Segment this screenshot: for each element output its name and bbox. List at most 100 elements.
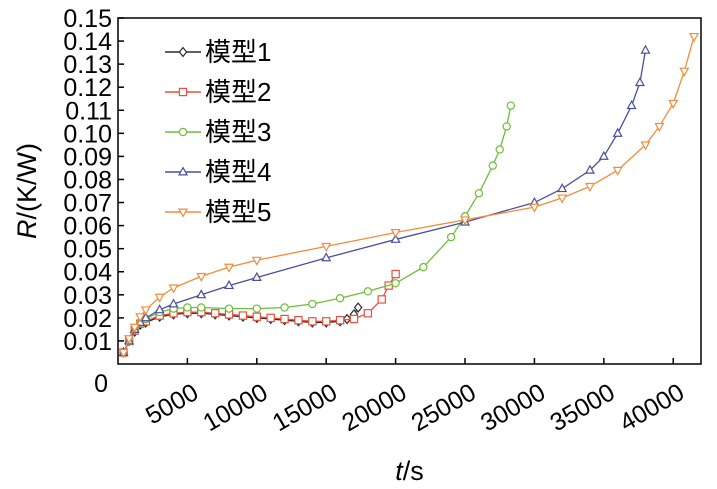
data-point <box>251 271 262 281</box>
series-line <box>122 105 512 353</box>
series-3 <box>119 101 516 357</box>
y-tick-label: 0.11 <box>65 97 112 125</box>
data-point <box>252 312 262 321</box>
axis-ticks <box>118 17 674 364</box>
data-point <box>308 317 317 326</box>
data-point <box>488 161 497 170</box>
x-tick-label: 20000 <box>337 378 411 437</box>
y-tick-label: 0.01 <box>63 328 112 356</box>
plot-frame <box>117 17 702 365</box>
y-tick-label: 0.15 <box>63 5 112 33</box>
legend-item: 模型2 <box>165 77 271 107</box>
data-point <box>140 306 151 316</box>
legend-label: 模型2 <box>205 77 271 107</box>
data-point <box>280 303 289 312</box>
y-tick-label: 0.03 <box>63 282 112 310</box>
data-point <box>363 309 373 318</box>
data-point <box>266 313 275 323</box>
legend-marker <box>177 208 189 218</box>
data-point <box>252 304 262 313</box>
origin-tick-label: 0 <box>94 370 108 398</box>
legend: 模型1 模型2 模型3 模型4 模型5 <box>165 37 271 227</box>
data-point <box>391 279 400 288</box>
data-point <box>251 256 262 266</box>
data-point <box>183 303 192 312</box>
data-point <box>506 101 516 110</box>
data-point <box>168 298 179 308</box>
legend-label: 模型1 <box>205 37 271 67</box>
data-point <box>224 263 235 273</box>
data-point <box>502 122 511 131</box>
y-axis-title-symbol: R <box>12 219 42 239</box>
data-point <box>584 164 595 174</box>
series-5 <box>118 32 700 359</box>
y-tick-label: 0.02 <box>63 305 112 333</box>
data-point <box>640 44 651 54</box>
x-axis-title-unit: /s <box>403 456 424 486</box>
data-point <box>168 284 179 294</box>
data-point <box>196 272 207 282</box>
data-point <box>390 229 401 239</box>
data-point <box>679 67 690 77</box>
data-point <box>294 315 303 325</box>
data-point <box>598 150 609 160</box>
data-point <box>224 279 235 290</box>
legend-item: 模型5 <box>165 197 271 227</box>
y-tick-label: 0.14 <box>63 28 112 56</box>
x-tick-label: 30000 <box>476 378 550 437</box>
y-tick-label: 0.12 <box>63 74 112 102</box>
data-point <box>668 99 679 109</box>
data-point <box>118 348 129 359</box>
y-tick-label: 0.05 <box>63 236 112 264</box>
legend-item: 模型1 <box>165 37 271 67</box>
x-tick-label: 35000 <box>545 378 619 437</box>
x-tick-label: 15000 <box>268 378 342 437</box>
data-point <box>321 242 332 253</box>
legend-marker <box>178 87 188 97</box>
data-point <box>196 289 207 299</box>
data-point <box>689 32 700 43</box>
legend-label: 模型4 <box>205 157 271 187</box>
data-point <box>584 182 595 193</box>
data-point <box>238 311 248 320</box>
axis-tick-labels: 0.010.020.030.040.050.060.070.080.090.10… <box>63 5 689 437</box>
data-point <box>460 216 471 226</box>
legend-marker <box>177 166 189 176</box>
data-point <box>634 76 645 87</box>
data-point <box>321 252 332 262</box>
data-point <box>654 122 665 133</box>
x-tick-label: 10000 <box>198 378 272 437</box>
data-point <box>129 323 140 333</box>
y-tick-label: 0.10 <box>63 120 112 148</box>
data-point <box>154 304 165 314</box>
data-point <box>640 141 651 151</box>
data-point <box>140 312 151 322</box>
data-point <box>224 304 234 313</box>
x-tick-label: 5000 <box>141 378 203 430</box>
data-point <box>154 293 165 303</box>
data-point <box>335 315 345 325</box>
data-point <box>322 317 331 326</box>
data-point <box>495 145 504 154</box>
data-point <box>390 233 401 243</box>
data-point <box>419 262 428 272</box>
data-point <box>529 203 540 213</box>
x-tick-label: 40000 <box>615 378 689 437</box>
data-point <box>391 269 400 279</box>
data-point <box>210 309 220 318</box>
y-axis-title-unit: /(K/W) <box>12 143 42 219</box>
y-tick-label: 0.09 <box>63 143 112 171</box>
data-point <box>124 335 135 345</box>
legend-label: 模型5 <box>205 197 271 227</box>
y-axis-title: R/(K/W) <box>12 143 42 239</box>
data-point <box>135 313 146 323</box>
data-point <box>377 295 386 304</box>
data-point <box>626 100 637 110</box>
x-axis-title: t/s <box>395 456 424 486</box>
y-tick-label: 0.04 <box>63 259 112 287</box>
legend-item: 模型4 <box>165 157 271 187</box>
data-point <box>612 166 623 176</box>
data-point <box>197 303 206 312</box>
y-tick-label: 0.06 <box>63 213 112 241</box>
